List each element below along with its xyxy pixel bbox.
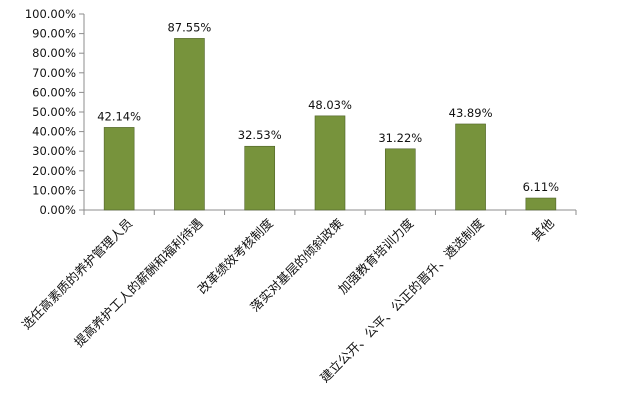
- y-tick-label: 70.00%: [32, 66, 76, 80]
- bars: [103, 38, 557, 211]
- bar: [525, 197, 557, 211]
- bar: [244, 145, 276, 211]
- y-tick-label: 60.00%: [32, 85, 76, 99]
- x-tick-label: 建立公开、公平、公正的晋升、遴选制度: [317, 215, 487, 385]
- bar: [174, 38, 205, 211]
- category-labels: 选任高素质的养护管理人员提高养护工人的薪酬和福利待遇改革绩效考核制度落实对基层的…: [19, 215, 558, 385]
- bar: [455, 123, 486, 211]
- data-label: 42.14%: [97, 109, 141, 123]
- bar: [314, 115, 346, 211]
- value-labels: 42.14% 87.55% 32.53% 48.03% 31.22% 43.89% 6.11…: [97, 20, 559, 194]
- data-label: 48.03%: [308, 98, 352, 112]
- y-tick-label: 20.00%: [32, 164, 76, 178]
- y-tick-label: 80.00%: [32, 46, 76, 60]
- data-label: 87.55%: [167, 20, 211, 34]
- x-tick-label: 提高养护工人的薪酬和福利待遇: [71, 216, 205, 350]
- y-tick-label: 40.00%: [32, 125, 76, 139]
- y-tick-label: 90.00%: [32, 27, 76, 41]
- y-tick-label: 100.00%: [25, 7, 76, 21]
- data-label: 6.11%: [523, 180, 560, 194]
- x-tick-label: 改革绩效考核制度: [195, 215, 277, 297]
- x-tick-label: 加强教育培训力度: [335, 215, 417, 297]
- y-tick-label: 0.00%: [39, 203, 76, 217]
- data-label: 32.53%: [238, 128, 282, 142]
- bar: [103, 127, 135, 211]
- y-tick-label: 50.00%: [32, 105, 76, 119]
- bar: [384, 148, 416, 211]
- data-label: 31.22%: [378, 131, 422, 145]
- y-tick-label: 10.00%: [32, 183, 76, 197]
- x-tick-label: 选任高素质的养护管理人员: [19, 216, 136, 333]
- x-tick-label: 其他: [529, 215, 558, 244]
- y-axis-ticks: 0.00% 10.00% 20.00% 30.00% 40.00% 50.00% 60.00…: [25, 7, 84, 217]
- y-tick-label: 30.00%: [32, 144, 76, 158]
- data-label: 43.89%: [449, 106, 493, 120]
